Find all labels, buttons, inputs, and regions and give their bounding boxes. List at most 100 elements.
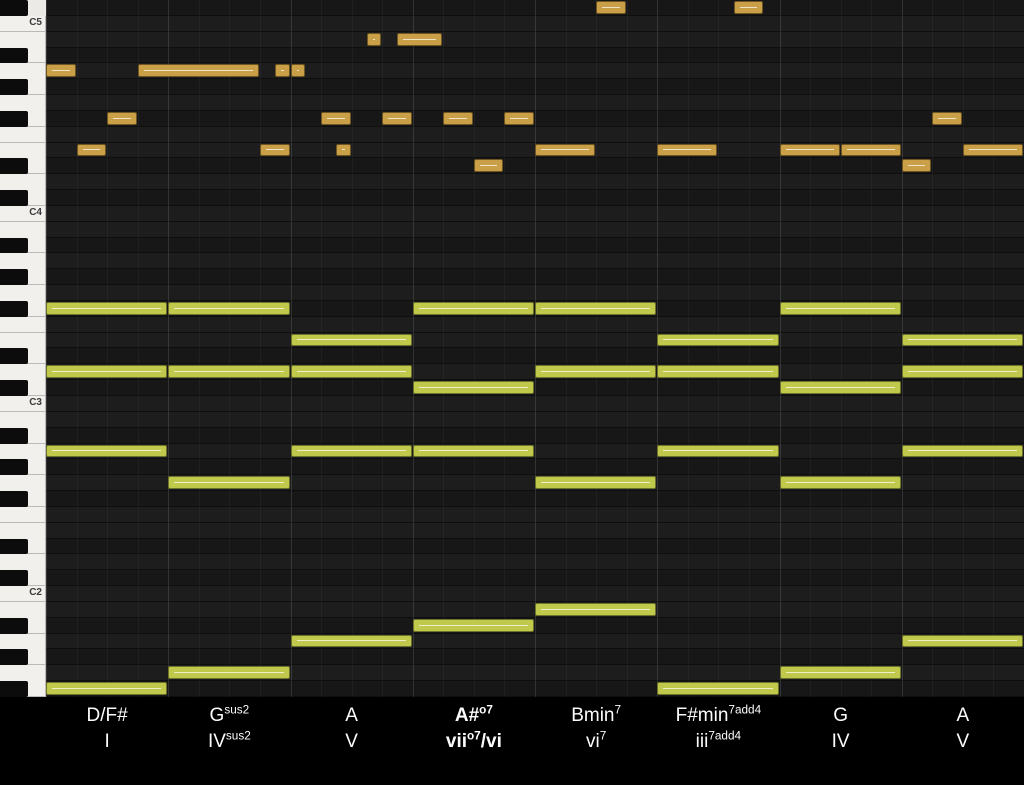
piano-roll[interactable]: C5C4C3C2 [0, 0, 1024, 697]
melody-note[interactable] [107, 112, 137, 125]
melody-note[interactable] [275, 64, 289, 77]
piano-key-black[interactable] [0, 158, 28, 174]
piano-key-black[interactable] [0, 491, 28, 507]
chord-note[interactable] [46, 365, 167, 378]
melody-note[interactable] [734, 1, 764, 14]
chord-note[interactable] [46, 682, 167, 695]
piano-key-white[interactable] [0, 127, 46, 143]
melody-note[interactable] [138, 64, 259, 77]
chord-note[interactable] [413, 619, 534, 632]
chord-note[interactable] [780, 302, 901, 315]
chord-note[interactable] [168, 365, 289, 378]
chord-note[interactable] [413, 302, 534, 315]
melody-note[interactable] [902, 159, 932, 172]
melody-note[interactable] [504, 112, 534, 125]
melody-note[interactable] [963, 144, 1023, 157]
melody-note[interactable] [932, 112, 962, 125]
chord-note[interactable] [902, 334, 1023, 347]
piano-key-black[interactable] [0, 459, 28, 475]
chord-note[interactable] [535, 476, 656, 489]
melody-note[interactable] [841, 144, 901, 157]
chord-note[interactable] [413, 445, 534, 458]
melody-note[interactable] [77, 144, 107, 157]
melody-note[interactable] [657, 144, 717, 157]
chord-column: AV [291, 697, 413, 785]
piano-key-black[interactable] [0, 570, 28, 586]
piano-key-white[interactable] [0, 16, 46, 32]
melody-note[interactable] [397, 33, 442, 46]
chord-note[interactable] [291, 365, 412, 378]
chord-note[interactable] [780, 381, 901, 394]
melody-note[interactable] [474, 159, 504, 172]
piano-key-black[interactable] [0, 380, 28, 396]
grid-beatline [321, 0, 322, 697]
chord-note[interactable] [780, 476, 901, 489]
chord-note[interactable] [657, 334, 778, 347]
piano-key-black[interactable] [0, 79, 28, 95]
chord-roman-numeral: vi7 [586, 729, 606, 755]
chord-note[interactable] [657, 682, 778, 695]
piano-key-black[interactable] [0, 0, 28, 16]
piano-key-white[interactable] [0, 317, 46, 333]
chord-note[interactable] [291, 635, 412, 648]
melody-note[interactable] [443, 112, 473, 125]
piano-key-black[interactable] [0, 348, 28, 364]
note-center-line [174, 672, 283, 673]
note-center-line [938, 118, 956, 119]
piano-key-black[interactable] [0, 301, 28, 317]
chord-note[interactable] [657, 445, 778, 458]
piano-key-black[interactable] [0, 539, 28, 555]
chord-note[interactable] [535, 302, 656, 315]
piano-key-black[interactable] [0, 681, 28, 697]
melody-note[interactable] [367, 33, 381, 46]
piano-key-white[interactable] [0, 586, 46, 602]
chord-note[interactable] [413, 381, 534, 394]
chord-note[interactable] [291, 445, 412, 458]
melody-note[interactable] [535, 144, 595, 157]
chord-note[interactable] [46, 445, 167, 458]
melody-note[interactable] [291, 64, 305, 77]
note-center-line [388, 118, 406, 119]
piano-key-white[interactable] [0, 507, 46, 523]
melody-note[interactable] [382, 112, 412, 125]
chord-name: F#min7add4 [676, 703, 762, 729]
chord-note[interactable] [902, 365, 1023, 378]
piano-key-black[interactable] [0, 649, 28, 665]
chord-note[interactable] [535, 365, 656, 378]
chord-note[interactable] [168, 666, 289, 679]
piano-key-black[interactable] [0, 190, 28, 206]
piano-key-black[interactable] [0, 618, 28, 634]
chord-note[interactable] [657, 365, 778, 378]
grid-barline [780, 0, 781, 697]
chord-note[interactable] [168, 476, 289, 489]
melody-note[interactable] [321, 112, 351, 125]
note-center-line [373, 39, 375, 40]
piano-key-black[interactable] [0, 428, 28, 444]
piano-key-white[interactable] [0, 206, 46, 222]
chord-note[interactable] [46, 302, 167, 315]
melody-note[interactable] [596, 1, 626, 14]
piano-key-black[interactable] [0, 48, 28, 64]
melody-note[interactable] [780, 144, 840, 157]
melody-note[interactable] [46, 64, 76, 77]
chord-note[interactable] [902, 445, 1023, 458]
note-center-line [541, 149, 589, 150]
chord-note[interactable] [780, 666, 901, 679]
chord-note[interactable] [291, 334, 412, 347]
chord-note[interactable] [902, 635, 1023, 648]
chord-name: D/F# [87, 703, 128, 729]
melody-note[interactable] [336, 144, 350, 157]
chord-note[interactable] [535, 603, 656, 616]
chord-note[interactable] [168, 302, 289, 315]
piano-key-black[interactable] [0, 238, 28, 254]
note-center-line [52, 371, 161, 372]
piano-key-white[interactable] [0, 396, 46, 412]
note-center-line [969, 149, 1017, 150]
piano-key-black[interactable] [0, 111, 28, 127]
piano-key-black[interactable] [0, 269, 28, 285]
note-center-line [419, 308, 528, 309]
piano-keyboard[interactable]: C5C4C3C2 [0, 0, 46, 697]
note-center-line [52, 308, 161, 309]
chord-roman-numeral: iii7add4 [696, 729, 741, 755]
melody-note[interactable] [260, 144, 290, 157]
